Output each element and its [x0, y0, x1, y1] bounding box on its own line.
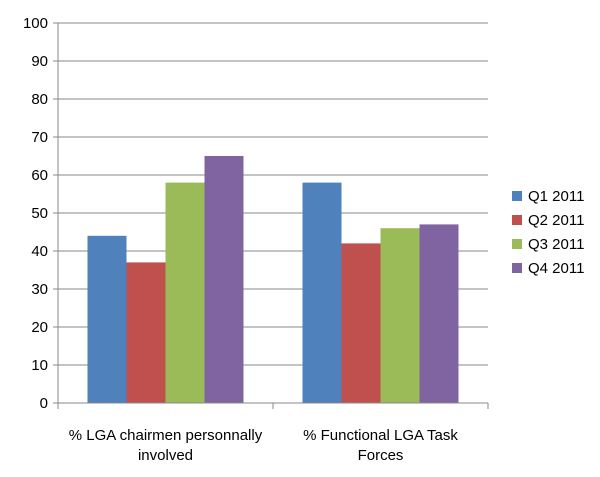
y-tick-label: 60: [31, 167, 48, 184]
legend-swatch: [512, 191, 522, 201]
bar: [302, 182, 342, 403]
x-category-label: involved: [138, 447, 193, 464]
legend-label: Q2 2011: [528, 212, 584, 229]
legend-swatch: [512, 263, 522, 273]
y-tick-label: 50: [31, 205, 48, 222]
bar: [204, 156, 244, 403]
y-tick-label: 40: [31, 243, 48, 260]
x-category-label: % Functional LGA Task: [303, 427, 458, 444]
axes: [57, 23, 489, 409]
bar: [341, 243, 381, 403]
y-tick-label: 30: [31, 281, 48, 298]
x-category-label: % LGA chairmen personnally: [69, 427, 263, 444]
legend-label: Q1 2011: [528, 188, 584, 205]
legend-label: Q4 2011: [528, 260, 584, 277]
y-tick-label: 80: [31, 91, 48, 108]
y-tick-label: 0: [40, 395, 48, 412]
y-tick-label: 100: [23, 15, 48, 32]
y-tick-label: 90: [31, 53, 48, 70]
bar: [87, 235, 127, 403]
x-axis-category-labels: % LGA chairmen personnally involved % Func…: [69, 427, 459, 464]
bar: [380, 228, 420, 403]
bar: [419, 224, 459, 403]
legend: Q1 2011 Q2 2011 Q3 2011 Q4 2011: [512, 188, 584, 277]
bar: [165, 182, 205, 403]
y-tick-label: 20: [31, 319, 48, 336]
bars: [87, 156, 459, 403]
legend-label: Q3 2011: [528, 236, 584, 253]
y-axis-ticks: 0 10 20 30 40 50 60 70 80 90 100: [23, 15, 58, 412]
y-tick-label: 10: [31, 357, 48, 374]
y-tick-label: 70: [31, 129, 48, 146]
legend-swatch: [512, 239, 522, 249]
x-category-label: Forces: [358, 447, 404, 464]
legend-swatch: [512, 215, 522, 225]
bar: [126, 262, 166, 403]
